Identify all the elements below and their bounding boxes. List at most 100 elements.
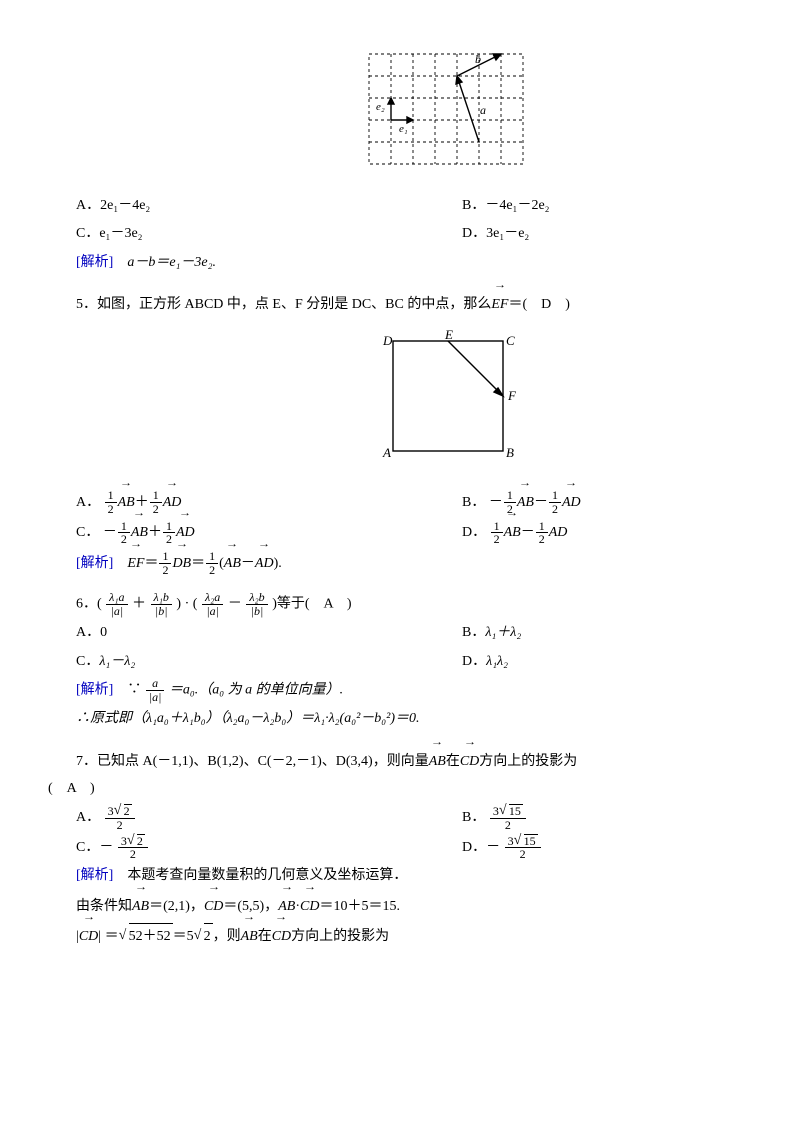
vec: CD (79, 922, 98, 951)
den: |b| (151, 605, 172, 618)
rad: 52＋52 (129, 923, 173, 951)
opt-letter-a: A． (76, 198, 100, 213)
q6-opt-d: D．λ₁λ₂ (462, 649, 508, 676)
opt-letter: D． (462, 654, 486, 669)
den: 2 (118, 848, 148, 861)
svg-text:C: C (506, 333, 515, 348)
vec: CD (460, 747, 479, 776)
q7-opt-a: A． 322 (76, 804, 136, 831)
frac: 3152 (489, 804, 527, 831)
den: |b| (246, 605, 267, 618)
q6-answer-1: [解析] ∵ a|a| ＝a₀.（a₀ 为 a 的单位向量）. (76, 677, 800, 704)
num: λ₁b (151, 591, 172, 605)
opt-letter: B． (462, 495, 485, 510)
frac: λ₂a|a| (201, 591, 224, 617)
q6-opt-b: B．λ₁＋λ₂ (462, 620, 521, 647)
square-svg: D E C F A B (373, 327, 523, 467)
q4-figure: e₂ e₁ a b (48, 48, 800, 183)
q6-number: 6． (76, 597, 97, 612)
opt-letter: C． (76, 525, 99, 540)
opt-letter: A． (76, 810, 100, 825)
q7-stem: 7．已知点 A(－1,1)、B(1,2)、C(－2,－1)、D(3,4)，则向量… (48, 747, 800, 776)
opt-letter: D． (462, 525, 486, 540)
vec: AB (504, 518, 521, 547)
vec: AB (132, 892, 149, 921)
q7-number: 7． (76, 754, 97, 769)
op: ＋ (132, 597, 146, 612)
q4-opt-a-text: 2e₁－4e₂ (100, 198, 150, 213)
q4-options-row1: A．2e₁－4e₂ B．－4e₁－2e₂ (76, 193, 800, 220)
vec: AB (224, 549, 241, 578)
opt-letter-c: C． (76, 226, 99, 241)
vec-plain: AD (549, 525, 568, 540)
q6-stem: 6．( λ₁a|a| ＋ λ₁b|b| ) · ( λ₂a|a| － λ₂b|b… (48, 591, 800, 618)
vec: CD (204, 892, 223, 921)
op: － (241, 556, 255, 571)
q7-opt-b: B． 3152 (462, 804, 527, 831)
q5-opt-b: B． －12AB－12AD (462, 488, 581, 517)
ans-label: [解析] (76, 683, 113, 698)
txt: 方向上的投影为 (291, 929, 389, 944)
q7-stem-b: 方向上的投影为 (479, 754, 577, 769)
q5-figure: D E C F A B (48, 327, 800, 478)
op: ＋ (148, 525, 162, 540)
vec: AD (562, 488, 581, 517)
vec: CD (272, 922, 291, 951)
q6-tail: 等于( A ) (277, 597, 352, 612)
frac: 3152 (504, 834, 542, 861)
txt: ，则 (213, 929, 241, 944)
frac: a|a| (145, 677, 166, 703)
eq: ＝5 (173, 929, 194, 944)
num: a (146, 677, 165, 691)
q4-options-row2: C．e₁－3e₂ D．3e₁－e₂ (76, 221, 800, 248)
q7-answer-2: 由条件知AB＝(2,1)，CD＝(5,5)，AB·CD＝10＋5＝15. (76, 892, 800, 921)
vec: CD (300, 892, 319, 921)
svg-text:A: A (382, 445, 391, 460)
q4-answer: [解析] a－b＝e₁－3e₂. (76, 250, 800, 277)
txt: 在 (258, 929, 272, 944)
opt-text: λ₁＋λ₂ (485, 625, 521, 640)
q7-line2: ( A ) (48, 776, 800, 803)
frac: 12 (535, 520, 549, 546)
op: － (521, 525, 535, 540)
vec: AB (429, 747, 446, 776)
paren: ). (274, 556, 282, 571)
q5-pre: 如图，正方形 ABCD 中，点 E、F 分别是 DC、BC 的中点，那么 (97, 297, 491, 312)
sign: － (486, 839, 500, 854)
num: λ₂b (246, 591, 267, 605)
op: － (534, 495, 548, 510)
q4-opt-d: D．3e₁－e₂ (462, 221, 529, 248)
opt-letter-d: D． (462, 226, 486, 241)
q5-post: ＝( D ) (508, 297, 569, 312)
q7-answer-1: [解析] 本题考查向量数量积的几何意义及坐标运算． (76, 863, 800, 890)
q5-opt-a: A． 12AB＋12AD (76, 488, 181, 517)
num: λ₁a (106, 591, 127, 605)
ans-label: [解析] (76, 255, 113, 270)
opt-text: 0 (100, 625, 107, 640)
den: |a| (202, 605, 223, 618)
sqrt: 2 (194, 923, 213, 951)
den: |a| (106, 605, 127, 618)
q5-answer: [解析] EF＝12DB＝12(AB－AD). (76, 549, 800, 578)
q5-number: 5． (76, 297, 97, 312)
svg-text:F: F (507, 388, 517, 403)
frac: 322 (117, 834, 149, 861)
svg-text:b: b (475, 52, 481, 66)
q4-opt-a: A．2e₁－4e₂ (76, 193, 150, 220)
svg-text:D: D (382, 333, 393, 348)
txt: | ＝ (98, 929, 118, 944)
frac: λ₂b|b| (245, 591, 268, 617)
eq: ＝ (144, 556, 158, 571)
frac: 12 (490, 520, 504, 546)
frac: 12 (158, 550, 172, 576)
q7-options-row2: C．－ 322 D．－ 3152 (76, 834, 800, 861)
den: 2 (105, 819, 135, 832)
val: ＝(2,1)， (149, 899, 204, 914)
den: |a| (146, 691, 165, 704)
vec: AD (255, 549, 274, 578)
opt-text: λ₁λ₂ (486, 654, 508, 669)
vec: EF (127, 549, 144, 578)
svg-text:E: E (444, 327, 453, 342)
frac: 322 (104, 804, 136, 831)
opt-letter: C． (76, 839, 99, 854)
